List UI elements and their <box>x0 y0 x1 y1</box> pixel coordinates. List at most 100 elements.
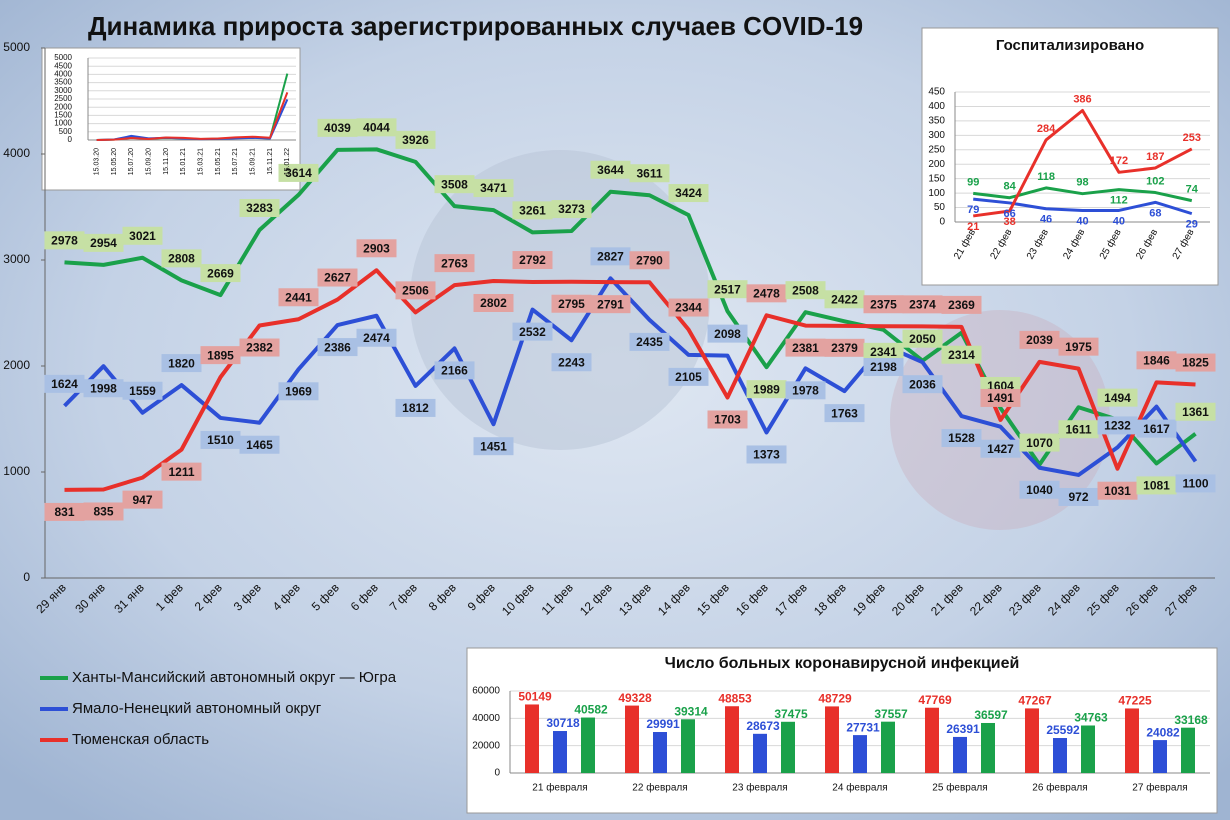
value-label-box <box>707 280 748 299</box>
series-line <box>973 108 1193 218</box>
y-tick-label: 0 <box>68 135 73 144</box>
value-label: 1494 <box>1104 391 1131 405</box>
value-label: 2808 <box>168 252 195 266</box>
bar <box>725 706 739 773</box>
value-label: 1895 <box>207 348 234 362</box>
value-label: 1763 <box>831 406 858 420</box>
value-label-box <box>512 251 553 270</box>
value-label: 187 <box>1146 151 1164 163</box>
value-label: 112 <box>1110 195 1128 207</box>
value-label: 34763 <box>1074 711 1108 725</box>
value-label: 118 <box>1037 171 1055 183</box>
value-label: 2669 <box>207 266 234 280</box>
value-label-box <box>668 298 709 317</box>
value-label-box <box>161 354 202 373</box>
value-label: 284 <box>1037 123 1056 135</box>
value-label: 2954 <box>90 236 117 250</box>
value-label: 2369 <box>948 298 975 312</box>
value-label: 1611 <box>1065 422 1091 436</box>
value-label: 28673 <box>746 719 780 733</box>
value-label-box <box>1136 476 1177 495</box>
value-label-box <box>1019 480 1060 499</box>
value-label: 2441 <box>285 290 312 304</box>
y-tick-label: 250 <box>928 144 945 155</box>
value-label-box <box>746 445 787 464</box>
bar <box>925 707 939 773</box>
value-label-box <box>1136 351 1177 370</box>
bar <box>653 732 667 773</box>
value-label-box <box>980 439 1021 458</box>
value-label-box <box>863 295 904 314</box>
value-label: 40582 <box>574 703 608 717</box>
value-label-box <box>1019 330 1060 349</box>
value-label: 98 <box>1076 177 1088 189</box>
value-label-box <box>239 435 280 454</box>
value-label: 79 <box>967 204 979 216</box>
value-label-box <box>278 163 319 182</box>
value-label: 2098 <box>714 327 741 341</box>
value-label-box <box>746 284 787 303</box>
value-label: 47225 <box>1118 694 1152 708</box>
value-label: 2382 <box>246 341 273 355</box>
value-label: 2039 <box>1026 333 1053 347</box>
value-label: 2763 <box>441 256 468 270</box>
y-tick-label: 2500 <box>54 94 72 103</box>
y-tick-label: 0 <box>494 768 500 779</box>
x-tick-label: 15.05.21 <box>215 148 222 175</box>
value-label: 48729 <box>818 692 852 706</box>
x-tick-label: 15.09.20 <box>146 148 153 175</box>
value-label-box <box>863 342 904 361</box>
value-label: 2386 <box>324 340 351 354</box>
value-label: 1969 <box>285 384 312 398</box>
value-label-box <box>356 328 397 347</box>
value-label-box <box>902 329 943 348</box>
value-label-box <box>941 429 982 448</box>
value-label: 1559 <box>129 384 156 398</box>
value-label-box <box>122 226 163 245</box>
bar <box>1025 708 1039 773</box>
series-line <box>64 147 1197 467</box>
bar <box>525 704 539 773</box>
inset-panel <box>41 47 301 191</box>
value-label-box <box>1019 433 1060 452</box>
value-label: 25592 <box>1046 723 1080 737</box>
value-label-box <box>629 332 670 351</box>
series-line <box>973 197 1193 216</box>
value-label-box <box>902 375 943 394</box>
series-line <box>96 92 289 141</box>
y-tick-label: 4500 <box>54 61 72 70</box>
value-label: 38 <box>1004 216 1016 228</box>
value-label: 1232 <box>1104 419 1131 433</box>
value-label: 46 <box>1040 214 1052 226</box>
value-label: 30718 <box>546 716 580 730</box>
value-label: 74 <box>1186 184 1199 196</box>
value-label-box <box>1175 474 1216 493</box>
value-label-box <box>824 338 865 357</box>
value-label-box <box>317 118 358 137</box>
value-label: 1617 <box>1143 422 1170 436</box>
value-label-box <box>785 381 826 400</box>
bar <box>753 733 767 773</box>
y-tick-label: 2000 <box>3 358 30 372</box>
value-label: 1100 <box>1182 477 1208 491</box>
panel-title: Госпитализировано <box>996 37 1144 54</box>
value-label-box <box>278 382 319 401</box>
value-label: 47769 <box>918 693 952 707</box>
hospital-panel <box>921 27 1219 286</box>
value-label-box <box>122 381 163 400</box>
bar <box>1181 727 1195 773</box>
value-label-box <box>629 251 670 270</box>
value-label-box <box>785 338 826 357</box>
y-tick-label: 100 <box>928 188 945 199</box>
y-tick-label: 1000 <box>3 464 30 478</box>
value-label: 102 <box>1146 175 1164 187</box>
y-tick-label: 1500 <box>54 111 72 120</box>
series-line <box>973 186 1193 203</box>
value-label-box <box>395 281 436 300</box>
value-label: 2422 <box>831 292 858 306</box>
x-tick-label: 15.07.21 <box>232 148 239 175</box>
value-label-box <box>161 249 202 268</box>
x-tick-label: 22 февраля <box>632 782 687 794</box>
value-label-box <box>83 233 124 252</box>
